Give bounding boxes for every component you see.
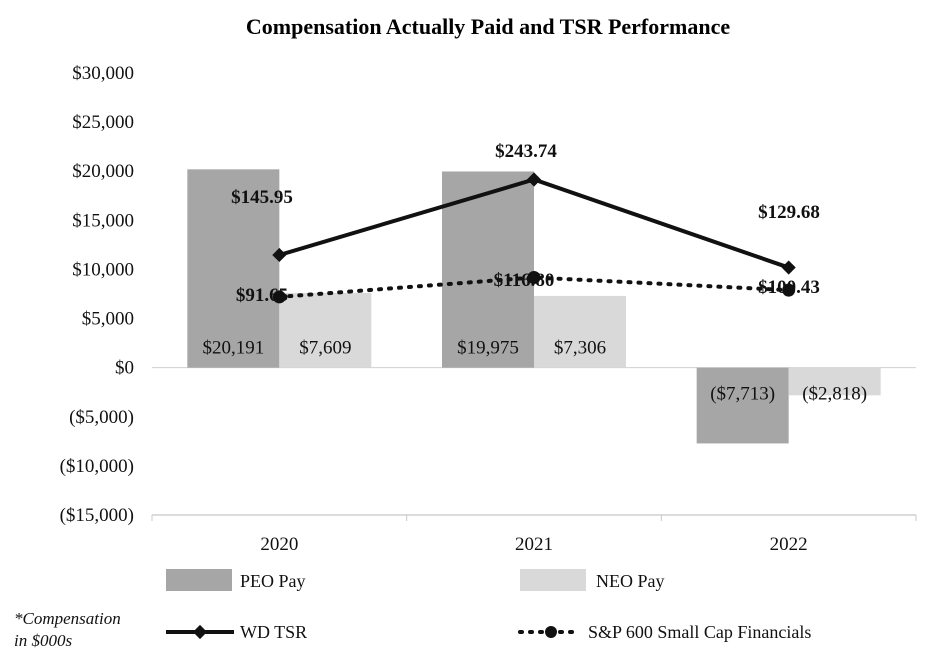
y-tick-label: ($10,000) <box>60 456 134 477</box>
x-tick-label: 2022 <box>770 534 808 555</box>
sp600-point <box>782 283 796 297</box>
bar-neo-pay <box>788 367 881 396</box>
sp600-label: $91.65 <box>236 285 288 306</box>
bar-data-label: ($2,818) <box>802 384 867 405</box>
line-layer <box>272 172 796 304</box>
chart-title: Compensation Actually Paid and TSR Perfo… <box>246 14 730 39</box>
y-tick-label: $25,000 <box>72 112 134 133</box>
legend-label-neo-pay: NEO Pay <box>596 571 665 591</box>
legend-label-peo-pay: PEO Pay <box>240 571 306 591</box>
bar-neo-pay <box>534 295 626 368</box>
sp600-label: $116.80 <box>494 270 555 291</box>
x-tick-label: 2020 <box>260 534 298 555</box>
bar-data-label: $7,306 <box>554 338 606 359</box>
sp600-label: $100.43 <box>758 277 820 298</box>
bar-layer <box>187 169 881 444</box>
wd-tsr-point <box>272 247 287 263</box>
legend-marker-wd-tsr <box>192 624 208 640</box>
wd-tsr-label: $243.74 <box>495 141 557 162</box>
sp600-point <box>272 290 286 304</box>
legend-label-sp600: S&P 600 Small Cap Financials <box>588 622 811 642</box>
footnote-line-1: *Compensation <box>14 609 121 628</box>
label-layer: $20,191 $19,975 ($7,713) $7,609 $7,306 ($2,81… <box>202 141 867 405</box>
bar-data-label: ($7,713) <box>710 384 775 405</box>
wd-tsr-point <box>526 172 542 187</box>
legend-marker-sp600 <box>545 626 557 638</box>
bar-peo-pay <box>696 367 789 444</box>
y-tick-label: ($15,000) <box>60 505 134 526</box>
bar-data-label: $20,191 <box>202 338 264 359</box>
bar-data-label: $7,609 <box>299 338 351 359</box>
y-tick-label: $20,000 <box>72 161 134 182</box>
bar-data-label: $19,975 <box>457 338 519 359</box>
bar-peo-pay <box>187 169 280 368</box>
sp600-point <box>527 270 541 284</box>
y-tick-label: $0 <box>115 358 134 379</box>
legend-swatch-peo-pay <box>166 569 232 591</box>
legend-swatch-neo-pay <box>520 569 586 591</box>
legend-label-wd-tsr: WD TSR <box>240 622 307 642</box>
footnote: *Compensation in $000s <box>14 609 121 650</box>
y-tick-label: $15,000 <box>72 210 134 231</box>
wd-tsr-point <box>781 260 796 275</box>
legend: PEO Pay NEO Pay WD TSR S&P 600 Small Cap Fi… <box>166 569 811 642</box>
y-tick-label: $30,000 <box>72 63 134 84</box>
footnote-line-2: in $000s <box>14 631 72 650</box>
y-tick-label: ($5,000) <box>69 407 134 428</box>
x-tick-label: 2021 <box>515 534 553 555</box>
wd-tsr-label: $145.95 <box>231 187 293 208</box>
wd-tsr-label: $129.68 <box>758 202 820 223</box>
y-tick-label: $10,000 <box>72 259 134 280</box>
bar-neo-pay <box>279 292 372 368</box>
y-tick-label: $5,000 <box>82 309 134 330</box>
